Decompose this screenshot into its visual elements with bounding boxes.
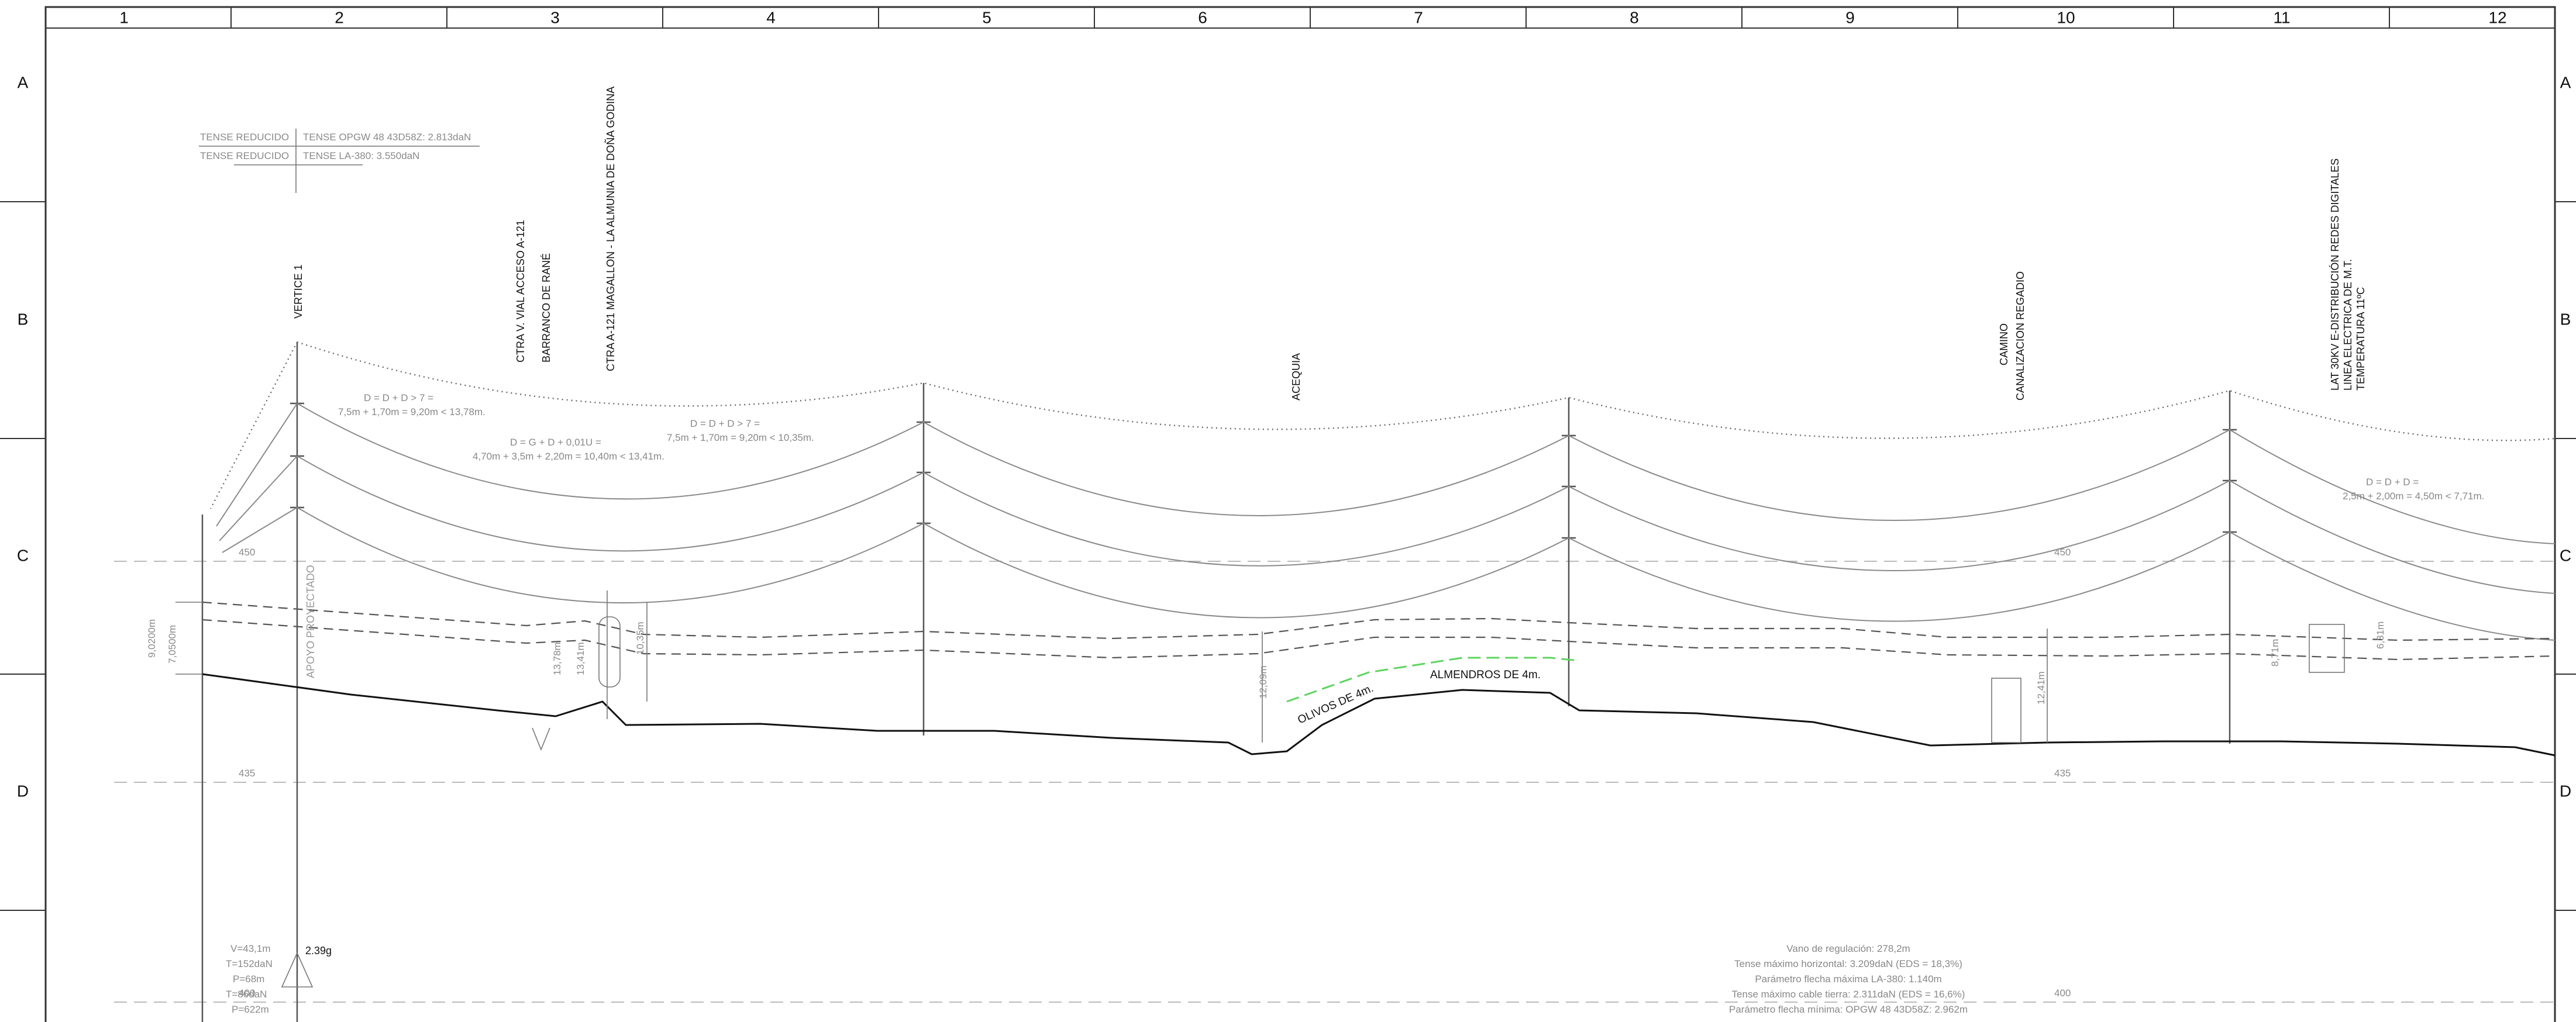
svg-text:D = G + D + 0,01U =: D = G + D + 0,01U = <box>510 437 601 448</box>
conductor-phase-3 <box>297 507 2556 641</box>
dim-13-41: 13,41m <box>575 642 586 675</box>
conductor-phase-1 <box>297 403 2556 544</box>
span-regulation-info: Vano de regulación: 278,2m Tense máximo … <box>1729 943 1968 1015</box>
svg-text:2,5m + 2,00m = 4,50m < 7,71m.: 2,5m + 2,00m = 4,50m < 7,71m. <box>2343 491 2484 502</box>
label-camino: CAMINO <box>1998 323 2010 365</box>
row-label-c-left: C <box>17 546 29 564</box>
safety-line-upper <box>202 601 2556 641</box>
svg-text:4,70m + 3,5m + 2,20m = 10,40m: 4,70m + 3,5m + 2,20m = 10,40m < 13,41m. <box>473 451 664 462</box>
column-label-6: 6 <box>1198 8 1207 26</box>
elevation-label-435-right: 435 <box>2054 768 2071 779</box>
formula-4: D = D + D = 2,5m + 2,00m = 4,50m < 7,71m… <box>2343 477 2484 502</box>
safety-line-lower <box>202 619 2556 661</box>
dim-6-31: 6,31m <box>2375 622 2386 649</box>
svg-text:D = D + D =: D = D + D = <box>2366 477 2419 488</box>
svg-text:P=622m: P=622m <box>232 1004 269 1015</box>
column-label-10: 10 <box>2057 8 2075 26</box>
label-ctra-a121: CTRA A-121 MAGALLON - LA ALMUNIA DE DOÑA… <box>604 87 617 371</box>
column-label-12: 12 <box>2488 8 2506 26</box>
earth-wire <box>297 341 2556 441</box>
elevation-label-400-right: 400 <box>2054 988 2071 999</box>
label-almendros: ALMENDROS DE 4m. <box>1430 669 1541 681</box>
column-label-9: 9 <box>1845 8 1855 26</box>
row-label-a-right: A <box>2560 73 2571 91</box>
svg-text:7,5m + 1,70m = 9,20m < 13,78m.: 7,5m + 1,70m = 9,20m < 13,78m. <box>338 406 485 417</box>
svg-text:D = D + D > 7 =: D = D + D > 7 = <box>690 418 760 429</box>
canal-section <box>1991 678 2021 743</box>
label-vertice-1: VERTICE 1 <box>292 264 304 319</box>
svg-text:Vano de regulación: 278,2m: Vano de regulación: 278,2m <box>1786 943 1910 954</box>
conductor-phase-2 <box>297 455 2556 594</box>
tension-legend: TENSE REDUCIDO TENSE OPGW 48 43D58Z: 2.8… <box>199 129 480 193</box>
lat-crossing-section <box>2309 624 2345 673</box>
column-label-11: 11 <box>2273 8 2290 26</box>
ground-profile <box>202 673 2556 757</box>
tower-2 <box>917 383 931 736</box>
row-label-d-right: D <box>2560 782 2571 800</box>
row-label-b-left: B <box>18 310 29 328</box>
dim-12-09: 12,09m <box>1258 665 1269 699</box>
elevation-label-435-left: 435 <box>239 768 255 779</box>
label-lat-30kv: LAT 30KV E-DISTRIBUCIÓN REDES DIGITALES <box>2329 158 2341 391</box>
row-label-d-left: D <box>17 782 29 800</box>
support-data: V=43,1m T=152daN P=68m T=86daN P=622m <box>226 943 273 1015</box>
road-section-a121 <box>598 616 621 688</box>
svg-text:Tense máximo cable tierra: 2.3: Tense máximo cable tierra: 2.311daN (EDS… <box>1732 989 1965 1000</box>
tower-1 <box>290 342 304 1022</box>
conductor-left-3 <box>222 507 298 553</box>
column-label-4: 4 <box>766 8 776 26</box>
label-barranco: BARRANCO DE RANÉ <box>540 253 552 362</box>
support-angle: 2.39g <box>305 945 332 957</box>
svg-text:Parámetro flecha máxima LA-380: Parámetro flecha máxima LA-380: 1.140m <box>1755 973 1941 985</box>
legend-row1-right: TENSE OPGW 48 43D58Z: 2.813daN <box>303 132 471 143</box>
dim-12-41: 12,41m <box>2036 671 2047 705</box>
legend-row2-right: TENSE LA-380: 3.550daN <box>303 150 419 161</box>
dim-10-35: 10,35m <box>635 622 646 655</box>
svg-text:Tense máximo horizontal: 3.209: Tense máximo horizontal: 3.209daN (EDS =… <box>1734 958 1962 969</box>
column-label-1: 1 <box>119 8 129 26</box>
svg-text:T=86daN: T=86daN <box>226 989 267 1000</box>
formula-2: D = G + D + 0,01U = 4,70m + 3,5m + 2,20m… <box>473 437 664 462</box>
dim-9-02: 9,0200m <box>146 619 157 658</box>
row-label-b-right: B <box>2560 310 2571 328</box>
label-canalizacion: CANALIZACION REGADIO <box>2014 271 2026 400</box>
svg-text:T=152daN: T=152daN <box>226 958 273 969</box>
row-label-c-right: C <box>2560 546 2571 564</box>
svg-text:P=68m: P=68m <box>233 973 264 985</box>
column-label-2: 2 <box>335 8 344 26</box>
formula-1: D = D + D > 7 = 7,5m + 1,70m = 9,20m < 1… <box>338 392 485 417</box>
label-apoyo-proyectado: APOYO PROYECTADO <box>305 565 316 678</box>
svg-text:D = D + D > 7 =: D = D + D > 7 = <box>364 392 433 403</box>
formula-3: D = D + D > 7 = 7,5m + 1,70m = 9,20m < 1… <box>667 418 814 443</box>
column-label-5: 5 <box>982 8 991 26</box>
elevation-label-450-left: 450 <box>239 547 255 558</box>
label-acequia: ACEQUIA <box>1290 353 1302 400</box>
column-label-7: 7 <box>1414 8 1423 26</box>
dim-8-71: 8,71m <box>2270 639 2281 667</box>
elevation-label-400-left: 400 <box>239 988 255 999</box>
svg-text:7,5m + 1,70m = 9,20m < 10,35m.: 7,5m + 1,70m = 9,20m < 10,35m. <box>667 432 814 443</box>
label-ctra-vial: CTRA V. VIAL ACCESO A-121 <box>515 220 526 362</box>
column-label-8: 8 <box>1630 8 1639 26</box>
barranco-section <box>532 727 550 751</box>
row-label-a-left: A <box>18 73 29 91</box>
legend-row1-left: TENSE REDUCIDO <box>200 132 289 143</box>
row-dividers <box>0 201 2576 911</box>
angle-triangle-icon <box>281 952 314 988</box>
legend-row2-left: TENSE REDUCIDO <box>200 150 289 161</box>
svg-text:V=43,1m: V=43,1m <box>230 943 271 954</box>
label-linea-mt: LINEA ELECTRICA DE M.T. <box>2342 259 2354 391</box>
earth-wire-left <box>209 341 298 509</box>
dim-13-78: 13,78m <box>552 642 563 675</box>
conductor-left-2 <box>219 455 298 541</box>
conductor-left-1 <box>216 403 298 527</box>
column-dividers <box>230 7 2390 28</box>
dim-7-05: 7,0500m <box>167 625 178 664</box>
tower-4 <box>2223 391 2237 744</box>
svg-text:Parámetro flecha mínima: OPGW: Parámetro flecha mínima: OPGW 48 43D58Z:… <box>1729 1004 1968 1015</box>
crop-boundary-green <box>1286 657 1580 703</box>
column-label-3: 3 <box>550 8 560 26</box>
label-temperatura: TEMPERATURA 11ºC <box>2355 287 2367 391</box>
